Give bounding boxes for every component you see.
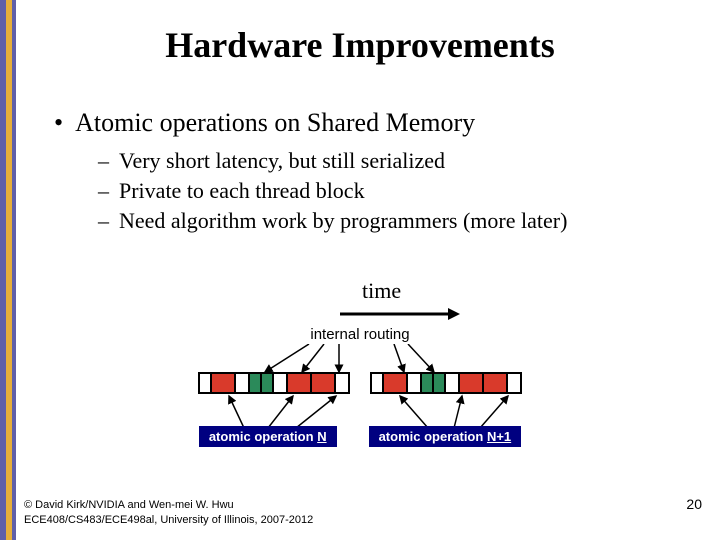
block-cell: [422, 372, 434, 394]
block-cell: [408, 372, 422, 394]
time-label: time: [362, 278, 401, 304]
diagram: time internal routing atomic operation N…: [0, 278, 720, 478]
block-cell: [336, 372, 350, 394]
internal-routing-arrows-icon: [0, 344, 720, 374]
block-cell: [446, 372, 460, 394]
block-group-a: [198, 372, 350, 394]
block-cell: [508, 372, 522, 394]
block-cell: [250, 372, 262, 394]
sub-bullet: Very short latency, but still serialized: [98, 148, 680, 174]
caption-atomic-n: atomic operation N: [199, 426, 337, 447]
sub-bullet: Private to each thread block: [98, 178, 680, 204]
caption-atomic-n1: atomic operation N+1: [369, 426, 522, 447]
page-number: 20: [686, 496, 702, 512]
bullet-list: Atomic operations on Shared Memory Very …: [54, 108, 680, 238]
bullet-main: Atomic operations on Shared Memory: [54, 108, 680, 138]
block-cell: [460, 372, 484, 394]
atomic-arrows-icon: [0, 394, 720, 428]
time-arrow-icon: [340, 308, 460, 320]
block-cell: [198, 372, 212, 394]
block-cell: [384, 372, 408, 394]
block-cell: [434, 372, 446, 394]
captions: atomic operation N atomic operation N+1: [0, 426, 720, 447]
block-group-b: [370, 372, 522, 394]
copyright: © David Kirk/NVIDIA and Wen-mei W. Hwu E…: [24, 498, 324, 528]
block-cell: [288, 372, 312, 394]
block-cell: [312, 372, 336, 394]
internal-routing-label: internal routing: [0, 326, 720, 343]
block-cell: [274, 372, 288, 394]
block-cell: [212, 372, 236, 394]
block-cell: [370, 372, 384, 394]
block-cell: [236, 372, 250, 394]
block-cell: [262, 372, 274, 394]
slide-title: Hardware Improvements: [0, 24, 720, 66]
sub-bullet: Need algorithm work by programmers (more…: [98, 208, 680, 234]
blocks-row: [0, 372, 720, 394]
block-cell: [484, 372, 508, 394]
